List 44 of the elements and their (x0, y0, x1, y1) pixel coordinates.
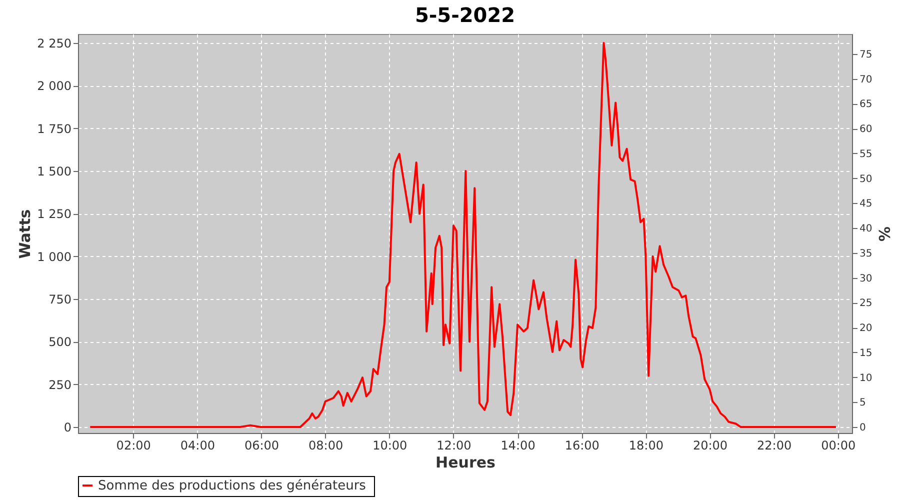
y-tick-label: 0 (64, 420, 72, 435)
x-axis-title: Heures (436, 454, 496, 472)
y2-tick-label: 30 (860, 273, 872, 284)
y-tick-label: 750 (48, 292, 72, 307)
y2-tick-label: 40 (860, 224, 872, 235)
x-tick-label: 00:00 (821, 438, 856, 452)
x-tick-label: 10:00 (372, 438, 408, 452)
x-tick-label: 08:00 (308, 438, 344, 452)
y2-tick-label: 35 (860, 248, 872, 260)
y-tick-label: 2 250 (37, 36, 72, 51)
y-tick-label: 1 750 (37, 122, 72, 136)
y2-axis-title: % (875, 226, 894, 242)
y-tick-label: 500 (48, 335, 72, 350)
line-series (89, 42, 837, 428)
y2-tick-label: 70 (860, 74, 872, 86)
y2-tick-label: 5 (860, 398, 866, 409)
x-tick-label: 14:00 (500, 438, 536, 452)
x-tick-label: 22:00 (757, 438, 792, 452)
y2-tick-label: 65 (860, 99, 872, 110)
x-tick-label: 04:00 (180, 438, 215, 452)
y2-tick-label: 0 (860, 422, 866, 434)
y2-tick-label: 50 (860, 174, 872, 185)
y2-tick-label: 45 (860, 198, 872, 210)
y2-tick-label: 25 (860, 298, 872, 310)
y-tick-label: 1 000 (37, 250, 72, 264)
y-tick-label: 2 000 (37, 79, 72, 94)
y-tick-label: 250 (48, 378, 72, 392)
x-tick-label: 06:00 (244, 438, 280, 452)
y2-tick-label: 55 (860, 148, 872, 160)
y2-tick-label: 75 (860, 49, 872, 60)
y2-tick-label: 15 (860, 348, 872, 359)
y-tick-label: 1 500 (37, 164, 72, 179)
y2-tick-label: 60 (860, 124, 872, 136)
x-tick-label: 20:00 (692, 438, 728, 452)
chart-title: 5-5-2022 (414, 3, 516, 27)
x-tick-label: 16:00 (564, 438, 600, 452)
legend-label: Somme des productions des générateurs (98, 478, 366, 494)
y-tick-label: 1 250 (37, 207, 72, 222)
y-axis-title: Watts (16, 209, 34, 259)
x-tick-label: 12:00 (436, 438, 472, 452)
y2-tick-label: 10 (860, 372, 872, 384)
x-tick-label: 02:00 (116, 438, 151, 452)
y2-tick-label: 20 (860, 323, 872, 334)
x-tick-label: 18:00 (628, 438, 664, 452)
